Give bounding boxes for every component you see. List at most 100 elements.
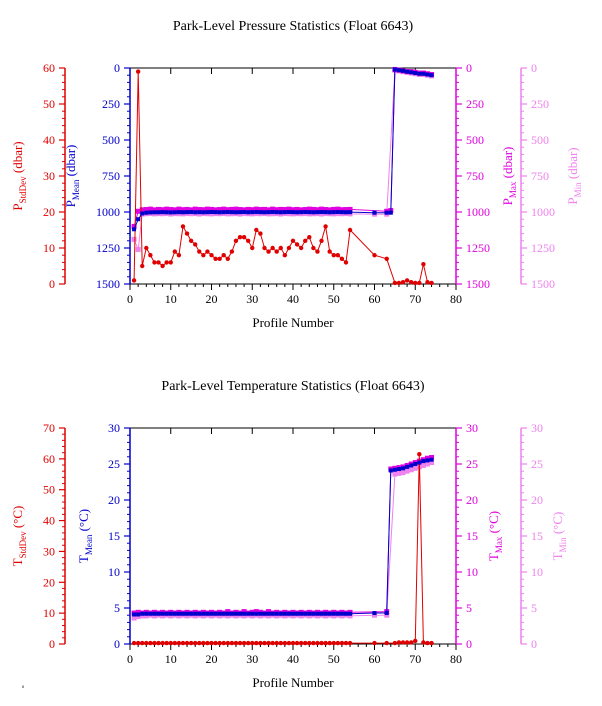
mean-point [409,70,414,75]
min-point [429,460,435,466]
x-axis-label: Profile Number [252,315,334,330]
mean-point [299,210,304,215]
stddev-point [201,640,206,646]
mean-point [246,611,251,616]
mean-point [327,611,332,616]
max-point [302,207,308,213]
stddev-point [262,640,267,646]
max-point [164,206,170,212]
min-point [339,613,345,619]
mean-tick-label: 750 [102,169,120,183]
max-point [241,609,247,615]
stddev-point [408,640,414,645]
x-tick-label: 40 [287,292,299,306]
min-point [323,613,329,619]
stddev-point [156,640,161,646]
mean-point [238,210,243,215]
mean-series-line [134,459,432,615]
stddev-point [347,640,353,646]
mean-point [197,611,202,616]
stddev-point [225,256,230,261]
plot-frame [129,67,457,285]
stddev-point [400,640,406,645]
stddev-point [286,245,292,251]
min-point [392,471,398,477]
stddev-point [396,280,402,286]
mean-point [331,210,336,215]
mean-point [315,611,320,616]
mean-point [266,210,271,215]
max-tick-label: 10 [466,565,478,579]
mean-point [291,611,295,616]
stddev-point [323,640,328,646]
mean-point [262,611,267,616]
mean-point [274,611,279,616]
stddev-point [160,263,165,269]
mean-point [201,611,206,616]
mean-tick-label: 10 [108,565,120,579]
x-tick-label: 30 [246,652,258,666]
max-axis-label: TMax (°C) [486,511,504,561]
stddev-point [347,227,353,233]
mean-point [335,210,340,214]
max-point [257,207,263,213]
x-tick-label: 50 [328,652,340,666]
mean-tick-label: 30 [108,421,120,435]
stddev-point [254,640,259,646]
min-point [396,470,402,476]
mean-point [413,71,418,76]
x-axis-label: Profile Number [252,675,334,690]
min-point [424,461,430,467]
x-tick-label: 50 [328,292,340,306]
mean-point [331,611,336,616]
max-point [310,206,316,212]
max-point [241,207,247,213]
stddev-point [250,640,255,646]
stddev-point [225,640,230,646]
max-point [294,206,300,212]
mean-point [152,210,157,215]
mean-point [242,611,247,616]
mean-point [168,210,173,215]
stddev-point [282,640,288,646]
max-point [180,207,186,213]
stddev-tick-label: 60 [43,61,55,75]
max-point [314,207,320,213]
max-point [253,609,259,615]
min-point [372,612,377,618]
stddev-point [237,640,243,646]
mean-point [286,611,291,616]
mean-point [152,611,157,616]
stddev-point [429,640,434,646]
stddev-point [197,249,202,254]
x-tick-label: 20 [206,292,218,306]
mean-point [156,210,161,215]
max-point [139,207,145,213]
mean-point [140,611,145,616]
max-tick-label: 1500 [466,277,490,291]
max-point [168,207,174,213]
min-point [314,613,320,619]
max-point [266,609,272,615]
min-tick-label: 25 [531,457,543,471]
stddev-point [307,640,312,646]
mean-point [250,611,255,616]
mean-point [148,611,153,616]
mean-point [144,210,149,215]
stddev-point [372,253,377,258]
min-point [298,613,304,619]
max-point [327,207,333,213]
min-point [192,613,198,619]
stddev-point [266,249,271,254]
mean-tick-label: 1500 [96,277,120,291]
mean-point [417,460,422,465]
mean-point [213,611,218,616]
stddev-point [315,640,320,646]
max-point [135,208,141,214]
stddev-point [421,640,426,645]
mean-tick-label: 250 [102,97,120,111]
mean-point [348,611,353,616]
mean-point [209,611,214,616]
min-point [319,211,325,217]
max-point [184,206,190,212]
